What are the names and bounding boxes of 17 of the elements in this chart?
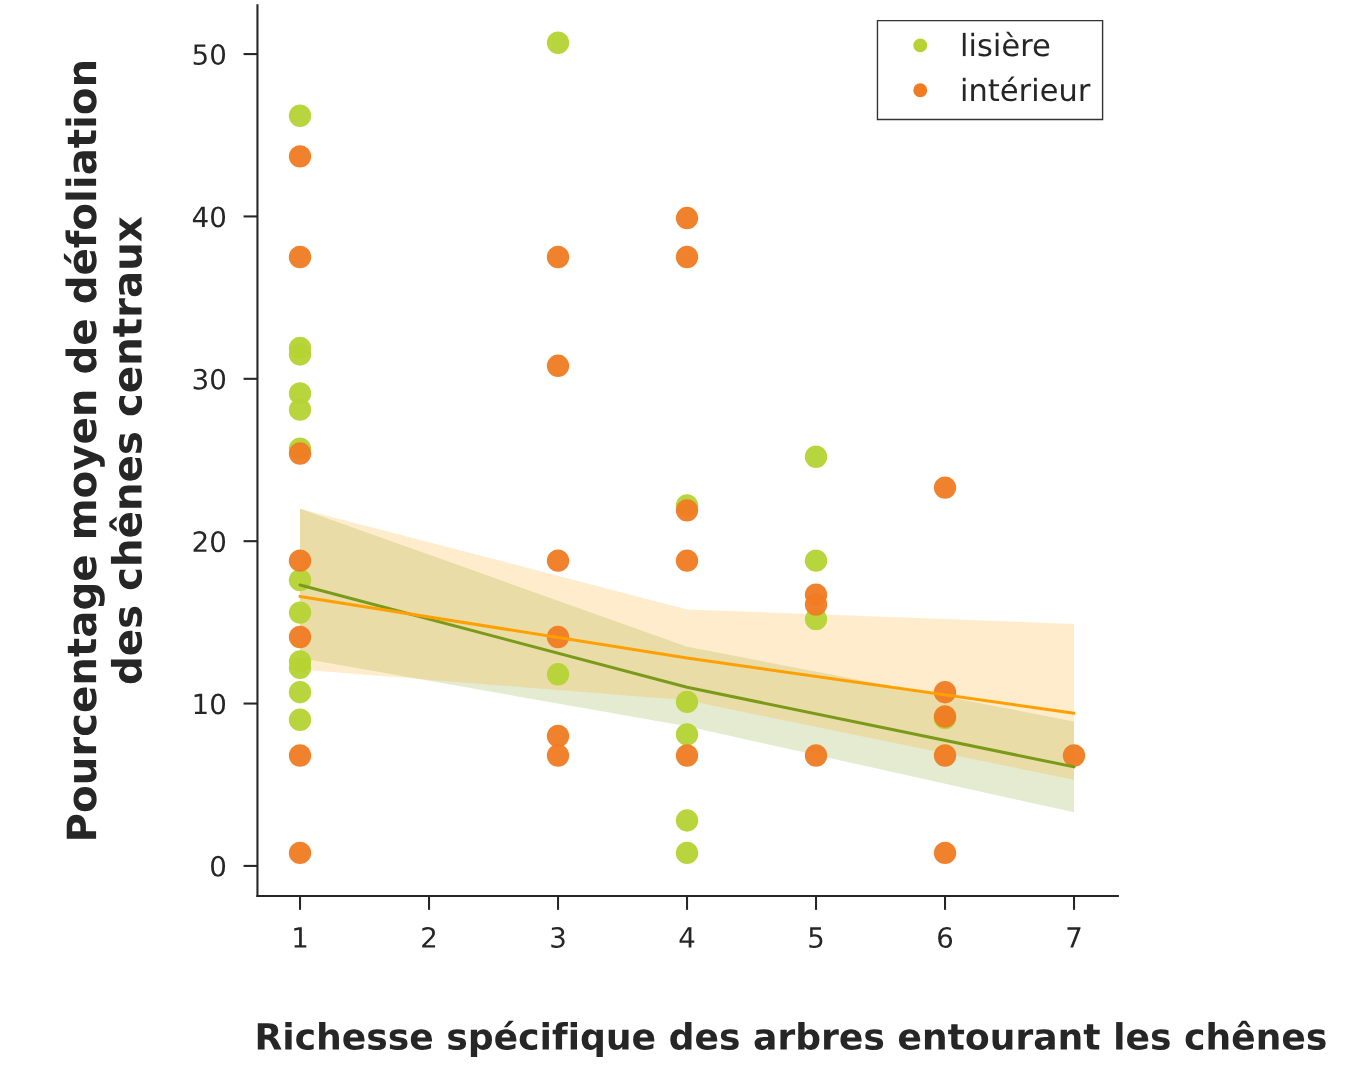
x-tick-label: 7 bbox=[1067, 927, 1081, 948]
y-tick-label: 10 bbox=[194, 693, 226, 715]
x-tick-label: 6 bbox=[938, 927, 953, 949]
x-tick-label: 1 bbox=[294, 927, 307, 948]
legend-label: intérieur bbox=[962, 76, 1091, 102]
y-tick-label: 40 bbox=[192, 206, 226, 228]
y-tick-label: 50 bbox=[193, 44, 226, 66]
y-axis-title: Pourcentage moyen de défoliation des chênes centraux bbox=[63, 61, 143, 839]
legend-label: lisière bbox=[962, 31, 1050, 57]
x-tick-label: 2 bbox=[422, 927, 436, 948]
x-tick-label: 5 bbox=[809, 927, 823, 949]
x-tick-label: 4 bbox=[679, 927, 695, 948]
x-axis-title: Richesse spécifique des arbres entourant les chênes bbox=[257, 1020, 1326, 1058]
y-tick-label: 30 bbox=[193, 368, 226, 390]
y-tick-label: 0 bbox=[211, 855, 226, 877]
x-tick-label: 3 bbox=[551, 927, 565, 949]
y-tick-label: 20 bbox=[193, 531, 226, 553]
